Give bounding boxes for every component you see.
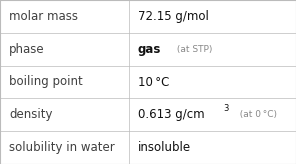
Text: boiling point: boiling point — [9, 75, 83, 89]
Text: insoluble: insoluble — [138, 141, 191, 154]
Text: gas: gas — [138, 43, 161, 56]
Text: phase: phase — [9, 43, 44, 56]
Text: molar mass: molar mass — [9, 10, 78, 23]
Text: 0.613 g/cm: 0.613 g/cm — [138, 108, 204, 121]
Text: solubility in water: solubility in water — [9, 141, 115, 154]
Text: 3: 3 — [223, 104, 229, 113]
Text: 10 °C: 10 °C — [138, 75, 169, 89]
Text: (at 0 °C): (at 0 °C) — [234, 110, 276, 119]
Text: 72.15 g/mol: 72.15 g/mol — [138, 10, 208, 23]
Text: density: density — [9, 108, 52, 121]
Text: (at STP): (at STP) — [174, 45, 212, 54]
